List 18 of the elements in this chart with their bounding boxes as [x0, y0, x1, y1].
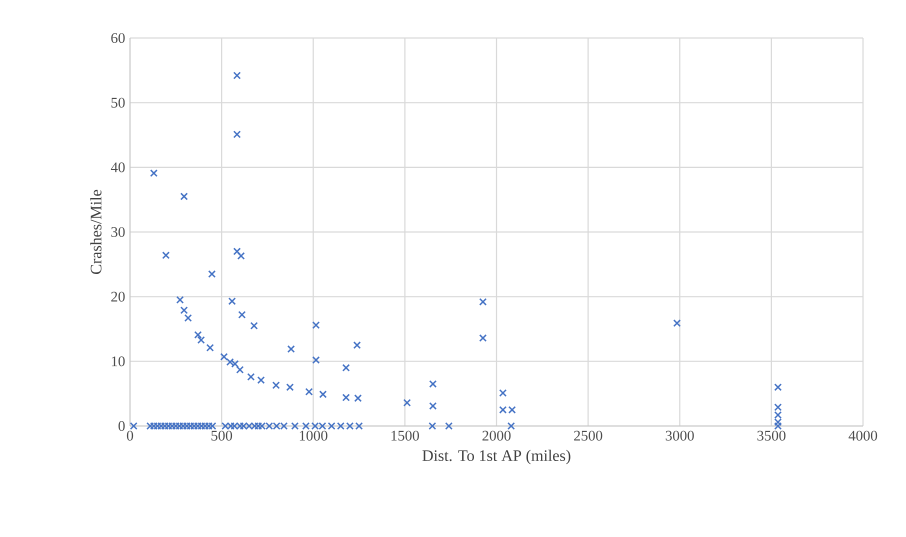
x-axis-title: Dist. To 1st AP (miles)	[422, 450, 570, 464]
x-tick-label: 2500	[574, 430, 602, 441]
x-tick-label: 2000	[482, 430, 511, 441]
y-tick-label: 10	[112, 356, 125, 366]
y-tick-label: 60	[111, 33, 125, 43]
y-tick-label: 50	[111, 98, 125, 108]
y-tick-label: 40	[110, 162, 125, 172]
x-tick-label: 3500	[757, 430, 786, 441]
x-tick-label: 4000	[848, 430, 878, 441]
x-tick-label: 1500	[392, 430, 419, 441]
x-tick-label: 500	[211, 430, 232, 441]
y-tick-label: 0	[118, 421, 125, 431]
y-tick-label: 30	[111, 227, 125, 237]
y-tick-label: 20	[111, 292, 125, 302]
y-axis-title: Crashes/Mile	[90, 190, 102, 274]
x-tick-label: 3000	[666, 430, 694, 441]
x-tick-label: 0	[126, 430, 134, 441]
x-tick-label: 1000	[300, 430, 328, 441]
